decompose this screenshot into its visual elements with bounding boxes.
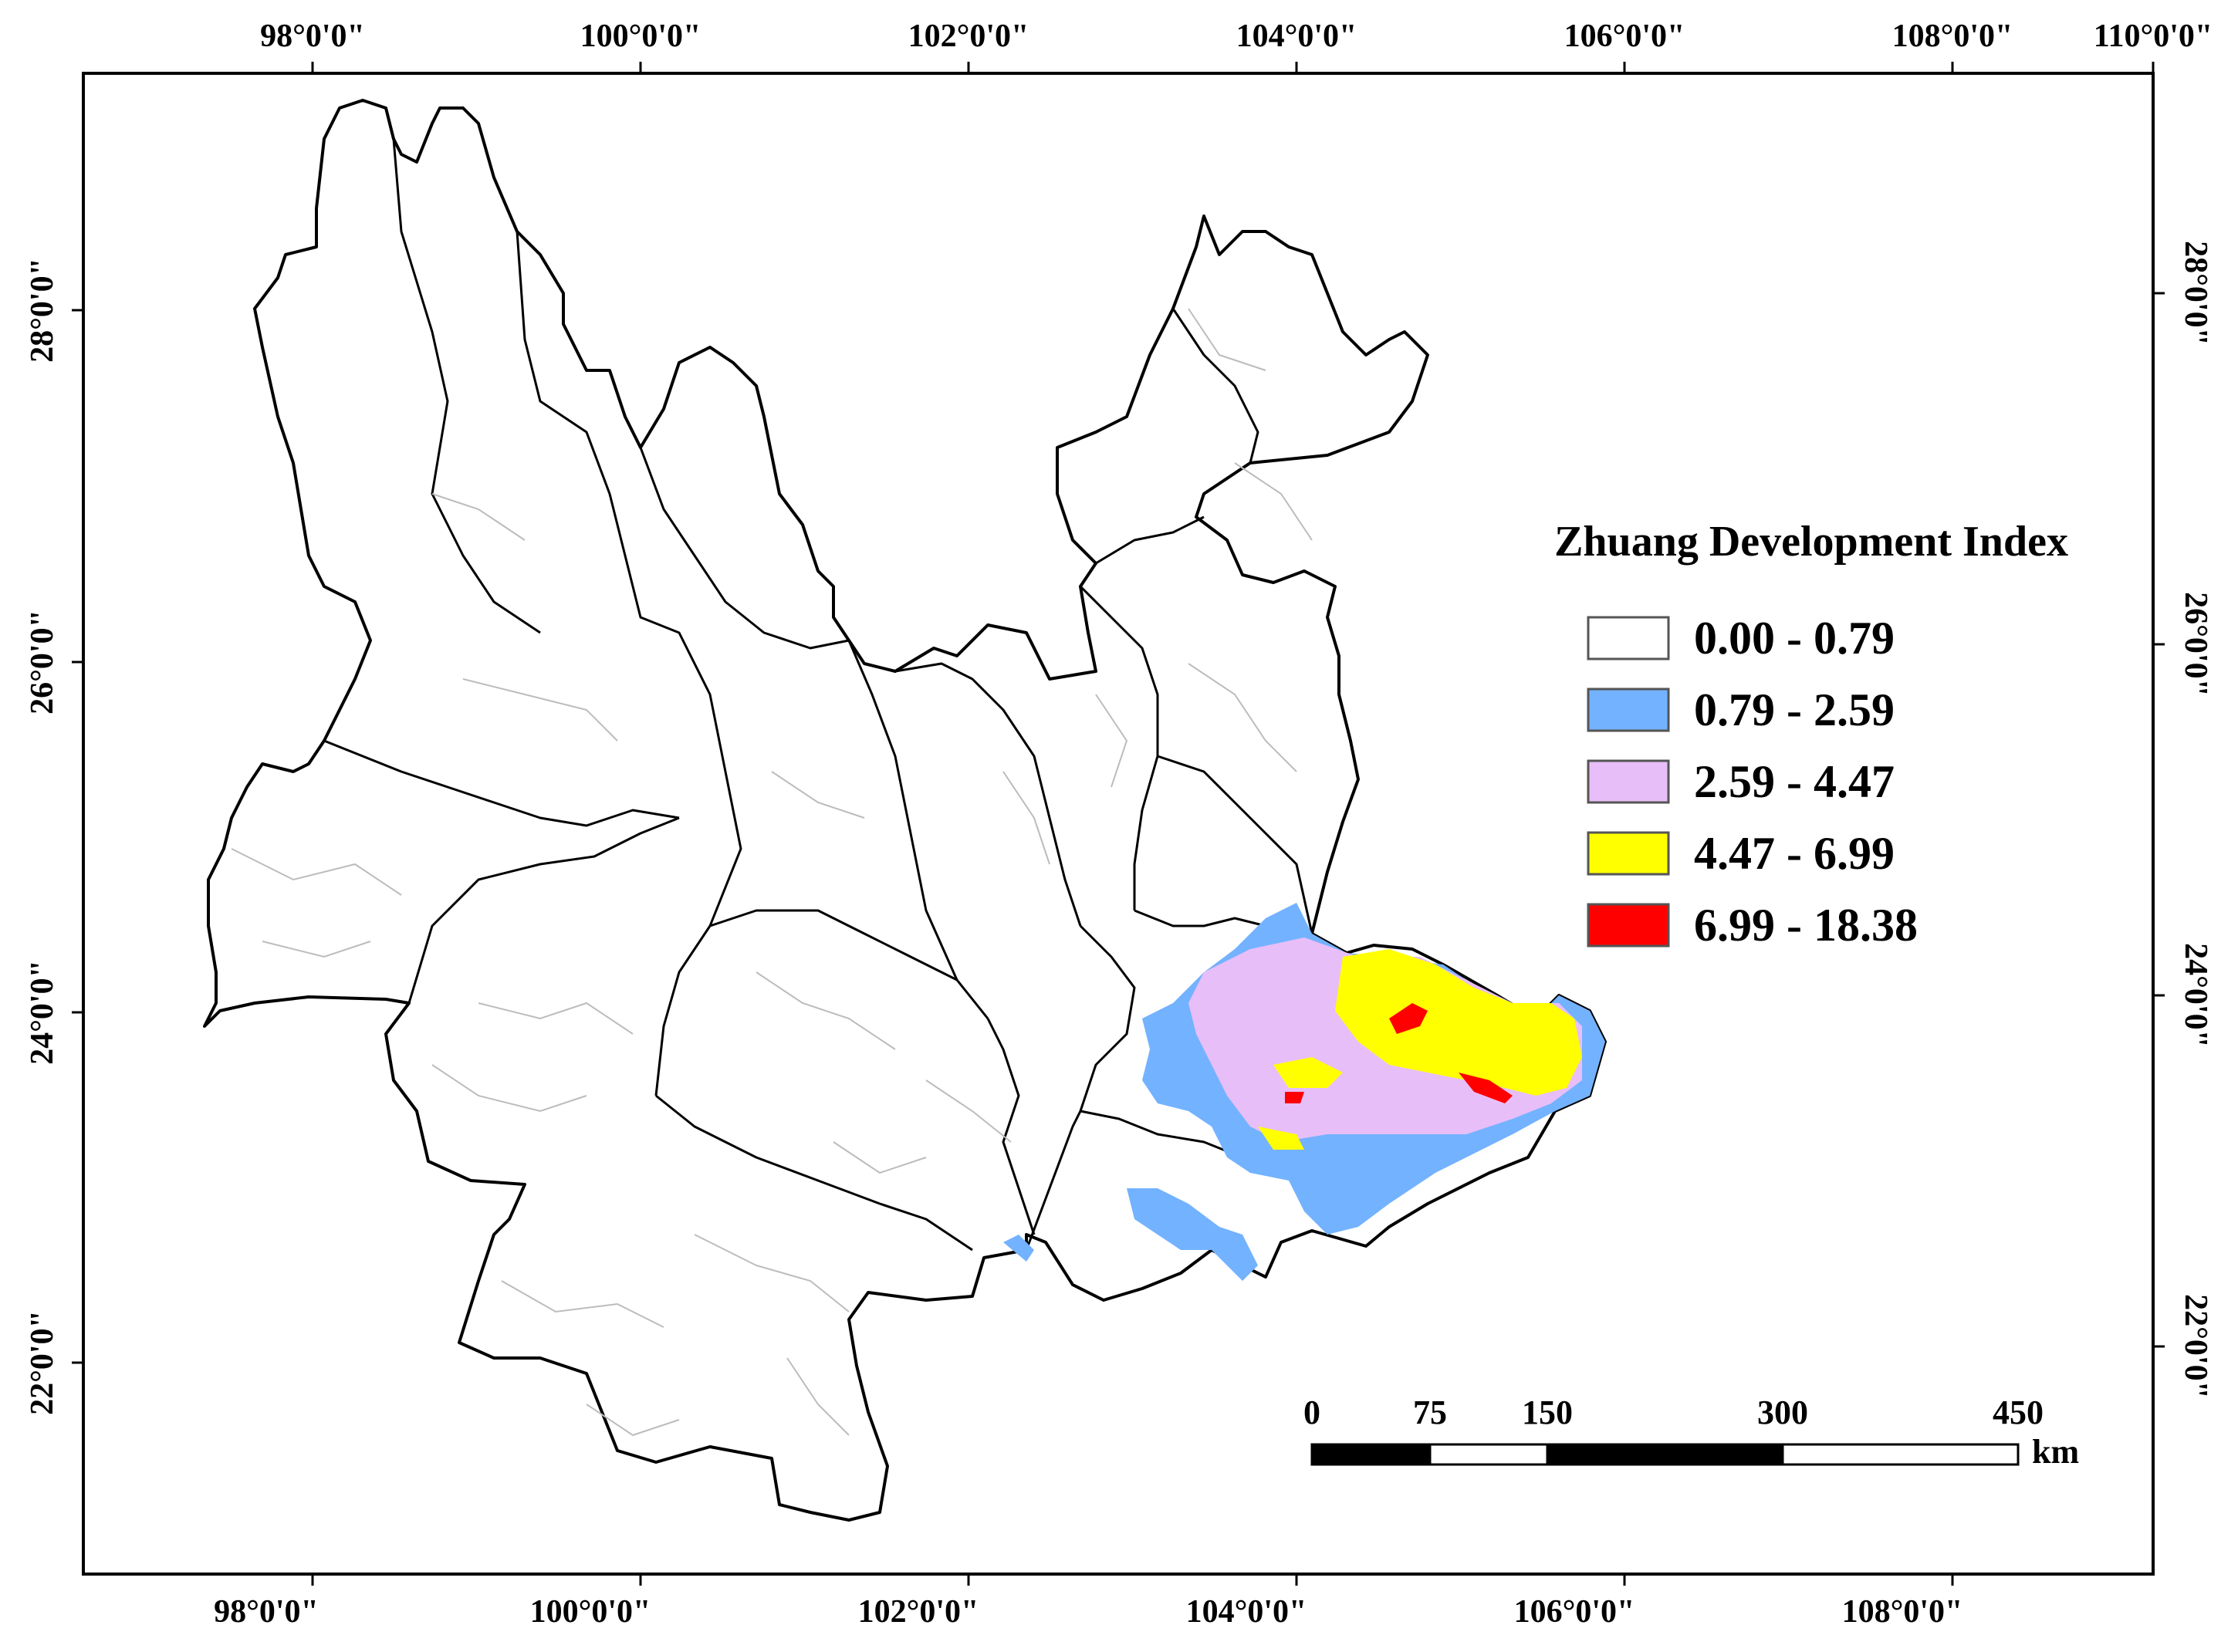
- scale-segment-black: [1546, 1443, 1784, 1466]
- legend-title: Zhuang Development Index: [1554, 518, 2068, 566]
- top-tick-label: 108°0'0": [1892, 19, 2013, 54]
- right-tick-label: 24°0'0": [2178, 943, 2213, 1048]
- scale-segment-white: [1781, 1443, 2020, 1466]
- class-blue-region: [1127, 1188, 1258, 1281]
- top-tick-label: 100°0'0": [580, 19, 701, 54]
- legend-swatch-3: [1587, 831, 1670, 876]
- class-red-region: [1459, 1073, 1513, 1103]
- right-tick-label: 28°0'0": [2178, 241, 2213, 346]
- county-boundaries: [231, 308, 1313, 1437]
- right-tick-label: 26°0'0": [2178, 592, 2213, 697]
- bottom-tick-label: 108°0'0": [1842, 1594, 1963, 1630]
- left-tick-label: 26°0'0": [25, 610, 60, 715]
- left-tick-label: 28°0'0": [25, 258, 60, 363]
- legend-label: 4.47 - 6.99: [1694, 828, 1895, 879]
- top-tick-label: 104°0'0": [1236, 19, 1357, 54]
- class-red-region: [1285, 1092, 1304, 1103]
- legend-label: 2.59 - 4.47: [1694, 756, 1895, 807]
- bottom-tick-label: 106°0'0": [1514, 1594, 1635, 1630]
- scale-label: 75: [1413, 1394, 1447, 1431]
- legend-label: 0.00 - 0.79: [1694, 613, 1895, 664]
- scale-label: 150: [1522, 1394, 1573, 1431]
- legend-label: 0.79 - 2.59: [1694, 684, 1895, 735]
- scale-label: 450: [1993, 1394, 2044, 1431]
- left-tick-label: 22°0'0": [25, 1310, 60, 1415]
- scale-unit: km: [2032, 1433, 2079, 1471]
- map-frame: [82, 72, 2155, 1576]
- top-tick-label: 102°0'0": [908, 19, 1029, 54]
- bottom-tick-label: 102°0'0": [858, 1594, 979, 1630]
- legend: Zhuang Development Index 0.00 - 0.79 0.7…: [1554, 518, 2068, 951]
- class-yellow-region: [1273, 1057, 1343, 1088]
- index-overlay: [1003, 903, 1605, 1281]
- top-tick-label: 106°0'0": [1564, 19, 1685, 54]
- scale-segment-black: [1310, 1443, 1432, 1466]
- legend-swatch-4: [1587, 903, 1670, 948]
- class-blue-region: [1003, 1235, 1034, 1262]
- top-tick-label: 98°0'0": [260, 19, 365, 54]
- left-tick-label: 24°0'0": [25, 960, 60, 1065]
- legend-swatch-1: [1587, 687, 1670, 732]
- legend-swatch-2: [1587, 759, 1670, 804]
- bottom-tick-label: 104°0'0": [1186, 1594, 1307, 1630]
- internal-boundaries: [323, 138, 1313, 1252]
- scale-bar: 0 75 150 300 450 km: [1303, 1394, 2079, 1471]
- legend-label: 6.99 - 18.38: [1694, 900, 1918, 951]
- top-tick-labels: 98°0'0" 100°0'0" 102°0'0" 104°0'0" 106°0…: [260, 19, 2213, 54]
- right-tick-label: 22°0'0": [2178, 1294, 2213, 1399]
- top-tick-label: 110°0'0": [2094, 19, 2213, 54]
- bottom-tick-label: 100°0'0": [530, 1594, 651, 1630]
- scale-segment-white: [1428, 1443, 1549, 1466]
- scale-label: 0: [1303, 1394, 1320, 1431]
- scale-label: 300: [1757, 1394, 1808, 1431]
- right-tick-labels: 28°0'0" 26°0'0" 24°0'0" 22°0'0": [2178, 241, 2213, 1399]
- class-yellow-region: [1258, 1127, 1304, 1150]
- class-red-region: [1389, 1003, 1428, 1034]
- tick-marks: [72, 62, 2165, 1586]
- bottom-tick-labels: 98°0'0" 100°0'0" 102°0'0" 104°0'0" 106°0…: [214, 1594, 1962, 1630]
- legend-swatch-0: [1587, 616, 1670, 660]
- left-tick-labels: 28°0'0" 26°0'0" 24°0'0" 22°0'0": [25, 258, 60, 1415]
- class-yellow-region: [1335, 949, 1582, 1096]
- bottom-tick-label: 98°0'0": [214, 1594, 319, 1630]
